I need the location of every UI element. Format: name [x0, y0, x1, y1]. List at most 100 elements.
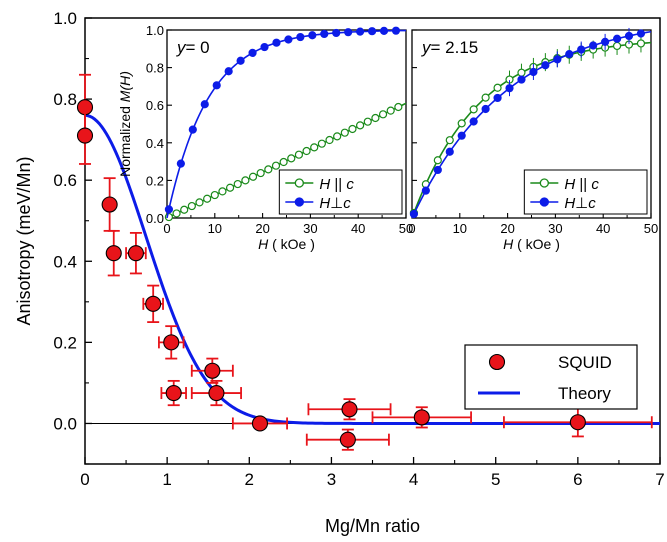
- inset-marker: [195, 198, 204, 207]
- squid-marker: [339, 431, 356, 448]
- inset-legend-label: H⊥c: [319, 195, 351, 212]
- inset-marker: [433, 165, 442, 175]
- inset-marker: [212, 81, 221, 90]
- legend-theory-label: Theory: [558, 384, 611, 403]
- inset-marker: [325, 135, 334, 145]
- inset-x-tick-label: 20: [500, 221, 514, 236]
- inset-marker: [308, 31, 317, 40]
- y-tick-label: 0.6: [53, 171, 77, 190]
- inset-marker: [172, 209, 181, 218]
- inset-marker: [517, 75, 526, 84]
- inset-y-tick-label: 0.2: [146, 173, 164, 188]
- inset-marker: [188, 125, 197, 134]
- inset-marker: [284, 35, 293, 44]
- squid-marker: [145, 295, 162, 312]
- inset-marker: [433, 156, 442, 165]
- squid-point: [371, 406, 472, 429]
- inset-legend-marker: [294, 178, 304, 188]
- squid-marker: [101, 196, 118, 213]
- inset-marker: [356, 27, 365, 36]
- inset-marker: [457, 131, 466, 140]
- y-tick-label: 1.0: [53, 9, 77, 28]
- inset-marker: [493, 83, 502, 92]
- inset-marker: [517, 68, 526, 77]
- inset-marker: [386, 106, 395, 115]
- inset-y-axis-label: Normalized M(H): [117, 71, 133, 177]
- squid-point: [158, 325, 185, 360]
- inset-marker: [236, 56, 245, 65]
- inset-marker: [371, 113, 380, 123]
- squid-marker: [163, 334, 180, 351]
- squid-marker: [251, 415, 269, 432]
- inset-title: y= 0: [176, 38, 210, 57]
- inset-marker: [317, 139, 326, 148]
- inset-x-axis-label: H ( kOe ): [258, 236, 315, 252]
- inset-marker: [421, 186, 430, 195]
- inset-marker: [457, 119, 466, 128]
- inset-x-tick-label: 30: [548, 221, 562, 236]
- squid-marker: [341, 401, 358, 418]
- inset-marker: [294, 150, 304, 159]
- inset-marker: [529, 67, 538, 77]
- inset-x-tick-label: 50: [644, 221, 658, 236]
- inset-x-tick-label: 10: [208, 221, 222, 236]
- squid-point: [305, 428, 390, 451]
- inset-marker: [624, 31, 634, 41]
- squid-marker: [204, 362, 221, 379]
- inset-marker: [310, 143, 319, 152]
- squid-marker: [76, 127, 94, 144]
- x-tick-label: 6: [573, 470, 582, 489]
- inset-x-tick-label: 30: [303, 221, 317, 236]
- inset-marker: [367, 27, 377, 36]
- inset-legend-label: H⊥c: [564, 195, 596, 212]
- x-tick-label: 7: [655, 470, 664, 489]
- inset-marker: [272, 38, 281, 47]
- inset-marker: [601, 37, 610, 46]
- inset-marker: [612, 41, 622, 51]
- inset-marker: [445, 136, 454, 145]
- inset-marker: [505, 84, 514, 93]
- inset-marker: [210, 190, 219, 200]
- inset-marker: [176, 159, 185, 168]
- inset-legend-label: H || c: [564, 176, 599, 193]
- inset-marker: [636, 39, 646, 48]
- inset-legend-box: [278, 169, 403, 215]
- squid-point: [503, 407, 653, 438]
- inset-marker: [264, 165, 273, 174]
- inset-y215: 0 10 20 30 40 50 H ( kOe ) y= 2.15 H || c H⊥c: [408, 27, 658, 252]
- inset-marker: [348, 124, 357, 134]
- squid-point: [105, 229, 122, 277]
- inset-y-tick-label: 0.0: [146, 211, 164, 226]
- inset-x-tick-label: 0: [163, 221, 170, 236]
- inset-marker: [378, 110, 388, 119]
- squid-point: [190, 357, 234, 384]
- inset-y-tick-label: 1.0: [146, 23, 164, 38]
- inset-marker: [260, 42, 269, 52]
- inset-x-tick-label: 50: [399, 221, 413, 236]
- inset-marker: [164, 205, 174, 214]
- inset-marker: [225, 183, 235, 192]
- inset-legend-marker: [539, 178, 549, 188]
- inset-marker: [409, 209, 419, 219]
- x-tick-label: 3: [327, 470, 336, 489]
- main-legend: SQUID Theory: [464, 344, 638, 410]
- inset-legend-marker: [539, 197, 549, 207]
- inset-marker: [344, 28, 353, 37]
- inset-marker: [180, 205, 189, 214]
- inset-marker: [394, 102, 403, 112]
- squid-point: [76, 106, 94, 165]
- y-axis-label: Anisotropy (meV/Mn): [14, 156, 34, 325]
- inset-marker: [469, 117, 478, 126]
- inset-marker: [332, 28, 341, 38]
- x-tick-label: 0: [80, 470, 89, 489]
- inset-x-tick-label: 40: [596, 221, 610, 236]
- inset-marker: [248, 48, 257, 57]
- inset-legend-label: H || c: [319, 176, 354, 193]
- x-axis-label: Mg/Mn ratio: [325, 516, 420, 536]
- inset-marker: [493, 93, 502, 103]
- inset-x-tick-label: 40: [351, 221, 365, 236]
- y-tick-label: 0.2: [53, 333, 77, 352]
- inset-marker: [200, 100, 209, 109]
- inset-marker: [279, 157, 288, 167]
